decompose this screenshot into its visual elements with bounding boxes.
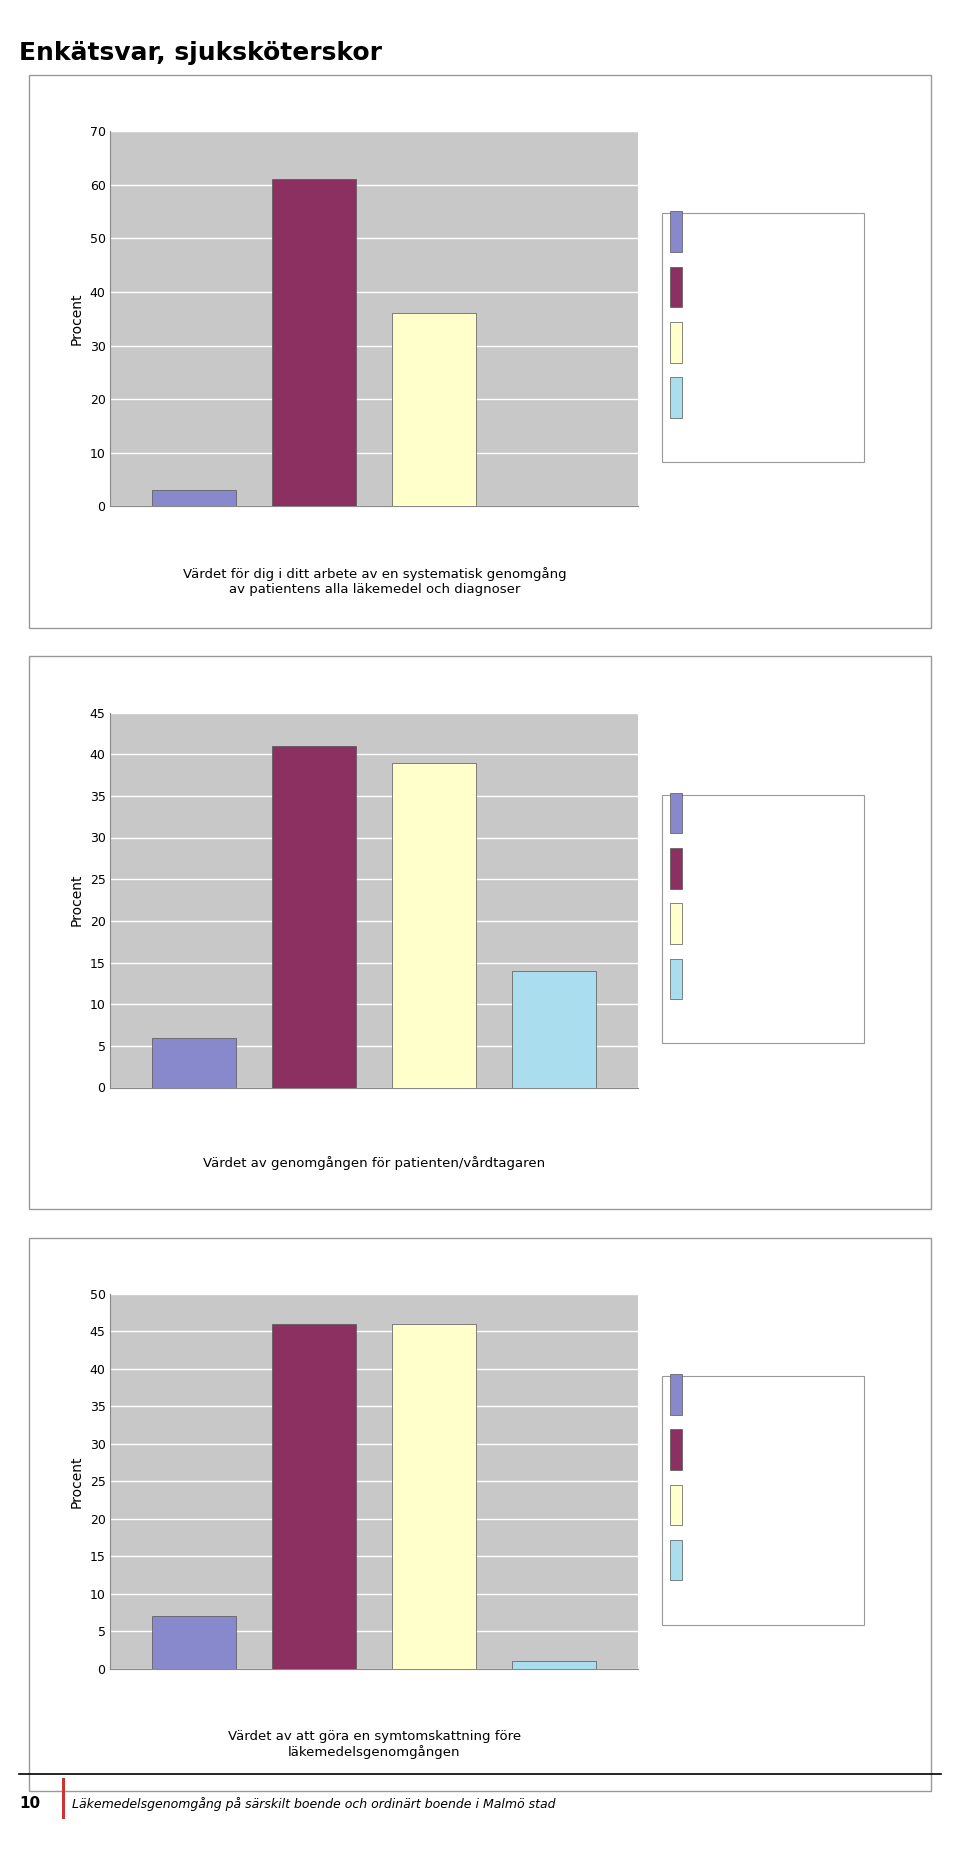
Bar [513,971,596,1088]
Bar [513,1661,596,1669]
Text: Mycket stort värde: Mycket stort värde [691,924,803,936]
Text: Stort värde: Stort värde [691,868,757,881]
Y-axis label: Procent: Procent [70,292,84,345]
Text: Mycket stort värde: Mycket stort värde [691,1506,803,1517]
Bar [153,1616,236,1669]
Text: 10: 10 [19,1796,40,1811]
Text: Läkemedelsgenomgång på särskilt boende och ordinärt boende i Malmö stad: Läkemedelsgenomgång på särskilt boende o… [72,1796,556,1811]
Text: vet ej: vet ej [691,979,725,992]
Y-axis label: Procent: Procent [70,1455,84,1508]
Text: Enkätsvar, sjuksköterskor: Enkätsvar, sjuksköterskor [19,41,382,66]
Bar [393,313,476,506]
Text: vet ej: vet ej [691,1560,725,1573]
Text: Värdet av genomgången för patienten/vårdtagaren: Värdet av genomgången för patienten/vård… [204,1157,545,1170]
Bar [273,1324,356,1669]
Text: Värdet av att göra en symtomskattning före
läkemedelsgenomgången: Värdet av att göra en symtomskattning fö… [228,1729,521,1759]
Y-axis label: Procent: Procent [70,874,84,926]
Text: Inget värde alls: Inget värde alls [691,1395,783,1406]
Bar [153,1037,236,1087]
Text: Stort värde: Stort värde [691,1449,757,1462]
Text: vet ej: vet ej [691,398,725,411]
Bar [153,489,236,506]
Text: Mycket stort värde: Mycket stort värde [691,343,803,354]
Bar [393,1324,476,1669]
Text: Värdet för dig i ditt arbete av en systematisk genomgång
av patientens alla läke: Värdet för dig i ditt arbete av en syste… [182,568,566,596]
Bar [273,180,356,506]
Text: Inget värde alls: Inget värde alls [691,814,783,825]
Text: Inget värde alls: Inget värde alls [691,232,783,244]
Text: Stort värde: Stort värde [691,287,757,300]
Bar [273,746,356,1088]
Bar [393,763,476,1088]
